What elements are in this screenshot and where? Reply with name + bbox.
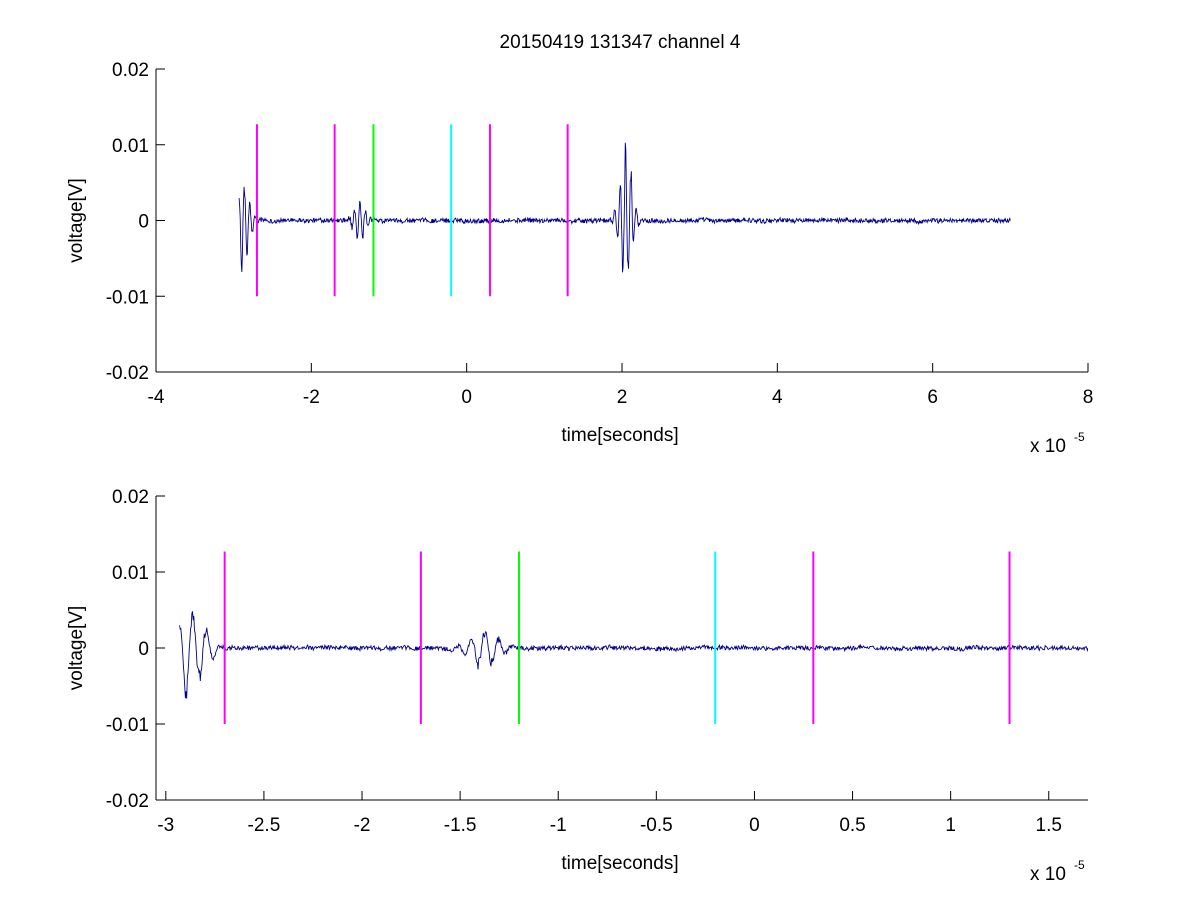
x-tick-label: -1	[550, 815, 567, 836]
x-tick-label: 0.5	[839, 815, 865, 836]
x-tick-label: 2	[617, 387, 628, 408]
y-tick-label: 0.02	[112, 487, 149, 508]
x-tick-label: -2	[354, 815, 371, 836]
x-tick-label: 4	[772, 387, 783, 408]
x-tick-label: 1.5	[1036, 815, 1062, 836]
x-tick-label: -3	[157, 815, 174, 836]
y-tick-label: -0.02	[106, 791, 149, 812]
y-tick-label: 0	[138, 212, 149, 233]
x-tick-label: 8	[1083, 387, 1094, 408]
x-axis-label: time[seconds]	[561, 853, 678, 874]
x-tick-label: 1	[945, 815, 956, 836]
signal-trace	[238, 142, 1011, 273]
figure-title: 20150419 131347 channel 4	[500, 32, 741, 53]
top-plot: -4 -2 0 2 4 6 8 -0.02 -0.01 0 0.01 0.02 time[seconds…	[66, 60, 1093, 457]
x-exponent-label: x 10	[1030, 864, 1066, 885]
x-tick-label: 0	[461, 387, 472, 408]
y-tick-label: 0.01	[112, 563, 149, 584]
x-exponent-power: -5	[1074, 430, 1085, 444]
x-axis-label: time[seconds]	[561, 425, 678, 446]
x-tick-label: -2.5	[248, 815, 281, 836]
y-axis-label: voltage[V]	[66, 178, 87, 263]
x-tick-label: -2	[303, 387, 320, 408]
x-tick-label: 0	[749, 815, 760, 836]
y-tick-label: -0.01	[106, 287, 149, 308]
y-tick-label: 0.02	[112, 60, 149, 81]
y-tick-label: 0.01	[112, 136, 149, 157]
x-exponent-label: x 10	[1030, 436, 1066, 457]
x-tick-label: -1.5	[444, 815, 477, 836]
x-tick-label: 6	[927, 387, 938, 408]
x-exponent-power: -5	[1074, 858, 1085, 872]
y-tick-label: 0	[138, 639, 149, 660]
x-tick-label: -0.5	[640, 815, 673, 836]
signal-trace	[179, 611, 1088, 699]
y-tick-label: -0.02	[106, 363, 149, 384]
y-tick-label: -0.01	[106, 715, 149, 736]
y-axis-label: voltage[V]	[66, 606, 87, 691]
bottom-plot: -3 -2.5 -2 -1.5 -1 -0.5 0 0.5 1 1.5 -0.02 -0.01 0 0.0…	[66, 487, 1088, 885]
x-tick-label: -4	[148, 387, 165, 408]
